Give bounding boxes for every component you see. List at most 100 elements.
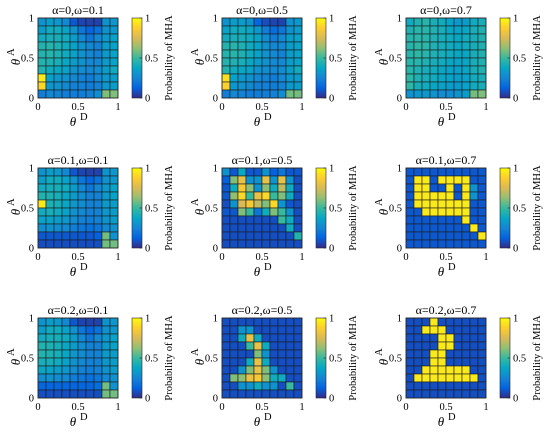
heatmap-cell <box>53 175 63 185</box>
heatmap-cell <box>245 167 255 177</box>
heatmap-cell <box>229 183 239 193</box>
heatmap-cell <box>85 175 95 185</box>
heatmap-cell <box>61 231 71 241</box>
heatmap-cell <box>293 223 303 233</box>
x-tick-label: 0 <box>35 102 40 113</box>
heatmap-cell <box>461 341 471 351</box>
y-axis-label-group: θA <box>6 198 23 215</box>
heatmap-cell <box>237 25 247 35</box>
heatmap-cell <box>469 207 479 217</box>
heatmap-cell <box>477 199 487 209</box>
y-tick-label: 1 <box>213 14 218 25</box>
heatmap-cell <box>429 33 439 43</box>
heatmap-cell <box>285 17 295 27</box>
x-axis-label-sup: D <box>264 112 272 123</box>
heatmap-cell <box>45 207 55 217</box>
heatmap-cell <box>277 41 287 51</box>
heatmap-cell <box>93 341 103 351</box>
heatmap-cell <box>109 49 119 59</box>
heatmap-cell <box>45 373 55 383</box>
heatmap-cell <box>405 17 415 27</box>
heatmap-cell <box>45 381 55 391</box>
heatmap-cell <box>445 231 455 241</box>
heatmap-cell <box>453 73 463 83</box>
colorbar-tick-label: 0 <box>513 394 518 405</box>
heatmap-cell <box>293 215 303 225</box>
heatmap-cell <box>437 349 447 359</box>
heatmap-cell <box>269 231 279 241</box>
y-tick-label: 1 <box>29 164 34 175</box>
heatmap-cell <box>405 167 415 177</box>
heatmap-cell <box>285 89 295 99</box>
heatmap-cell <box>445 215 455 225</box>
heatmap-cell <box>93 25 103 35</box>
heatmap-cell <box>453 57 463 67</box>
heatmap-cell <box>85 373 95 383</box>
heatmap-cell <box>61 57 71 67</box>
heatmap-cell <box>405 333 415 343</box>
heatmap-cell <box>453 33 463 43</box>
colorbar-tick-label: 0.5 <box>145 354 158 365</box>
heatmap-cell <box>413 381 423 391</box>
colorbar-tick-label: 1 <box>145 314 150 325</box>
heatmap-cell <box>229 333 239 343</box>
y-axis-label: θ <box>8 208 23 215</box>
heatmap-cell <box>237 65 247 75</box>
heatmap-cell <box>293 81 303 91</box>
heatmap-cell <box>85 381 95 391</box>
heatmap-cell <box>221 191 231 201</box>
heatmap-cell <box>261 175 271 185</box>
heatmap-cell <box>253 175 263 185</box>
heatmap-cell <box>109 33 119 43</box>
heatmap-cell <box>477 25 487 35</box>
heatmap-cell <box>101 207 111 217</box>
heatmap-cell <box>53 49 63 59</box>
heatmap-cell <box>277 357 287 367</box>
heatmap-cell <box>429 349 439 359</box>
heatmap-cell <box>437 41 447 51</box>
heatmap-cell <box>85 341 95 351</box>
heatmap-cell <box>61 333 71 343</box>
heatmap-cell <box>101 191 111 201</box>
heatmap-cell <box>53 239 63 249</box>
heatmap-cell <box>245 81 255 91</box>
heatmap-cell <box>85 231 95 241</box>
heatmap-cell <box>293 17 303 27</box>
heatmap-cell <box>285 389 295 399</box>
heatmap-cell <box>61 49 71 59</box>
heatmap-cell <box>445 317 455 327</box>
heatmap-cell <box>61 373 71 383</box>
x-axis-label: θ <box>254 414 261 429</box>
heatmap-cell <box>37 57 47 67</box>
heatmap-cell <box>461 57 471 67</box>
heatmap-cell <box>101 317 111 327</box>
heatmap-cell <box>269 49 279 59</box>
heatmap-cell <box>461 73 471 83</box>
heatmap-cell <box>285 325 295 335</box>
x-tick-label: 0.5 <box>255 102 268 113</box>
heatmap-cell <box>461 223 471 233</box>
heatmap-cell <box>413 207 423 217</box>
x-axis-label-sup: D <box>448 262 456 273</box>
heatmap-cell <box>445 33 455 43</box>
heatmap-cell <box>461 33 471 43</box>
panel-title: α=0.1,ω=0.1 <box>48 153 109 167</box>
heatmap-cell <box>45 49 55 59</box>
heatmap-cell <box>85 215 95 225</box>
heatmap-cell <box>93 183 103 193</box>
heatmap-cell <box>445 167 455 177</box>
heatmap-cell <box>437 167 447 177</box>
heatmap-cell <box>429 207 439 217</box>
heatmap-cell <box>85 333 95 343</box>
x-axis-label: θ <box>438 264 445 279</box>
heatmap-cell <box>109 65 119 75</box>
heatmap-cell <box>277 57 287 67</box>
heatmap-cell <box>237 49 247 59</box>
y-tick-label: 0 <box>213 94 218 105</box>
heatmap-cell <box>93 175 103 185</box>
heatmap-cell <box>261 81 271 91</box>
heatmap-cell <box>421 381 431 391</box>
y-tick-label: 0 <box>29 244 34 255</box>
heatmap-cell <box>461 25 471 35</box>
